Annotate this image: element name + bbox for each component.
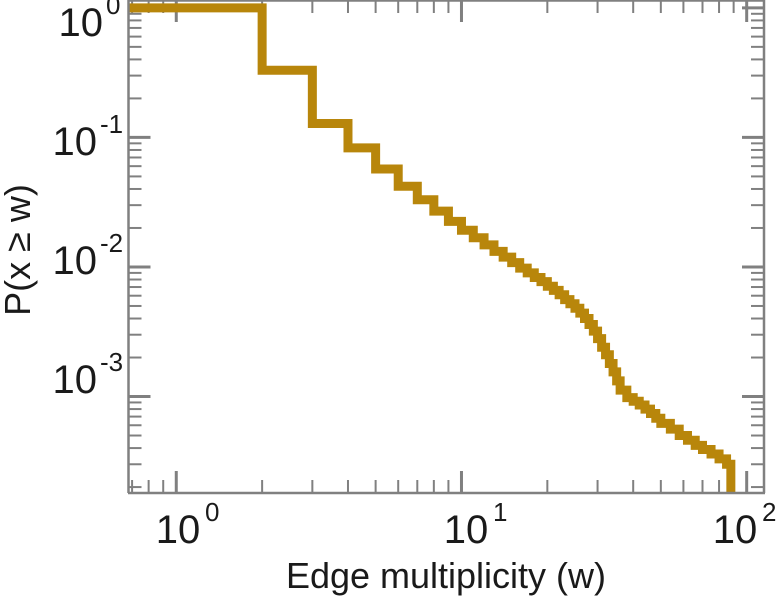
y-tick-mantissa-2: 10 bbox=[53, 239, 98, 283]
y-tick-exponent-0: 0 bbox=[106, 0, 120, 20]
x-tick-mantissa-2: 10 bbox=[713, 508, 758, 552]
y-axis-ticks bbox=[128, 6, 764, 489]
y-tick-label-0: 10 0 bbox=[59, 0, 121, 45]
y-tick-mantissa-3: 10 bbox=[53, 358, 98, 402]
y-axis-label: P(x ≥ w) bbox=[0, 184, 38, 316]
x-axis-label: Edge multiplicity (w) bbox=[286, 555, 606, 596]
y-tick-exponent-1: -1 bbox=[100, 109, 123, 139]
x-tick-exponent-1: 1 bbox=[493, 497, 507, 527]
y-tick-label-3: 10 -3 bbox=[53, 347, 124, 402]
y-tick-label-2: 10 -2 bbox=[53, 228, 124, 283]
y-tick-exponent-3: -3 bbox=[100, 347, 123, 377]
x-axis-tick-labels: 10 0 10 1 10 2 bbox=[156, 497, 777, 552]
y-tick-exponent-2: -2 bbox=[100, 228, 123, 258]
ccdf-step-curve bbox=[128, 3, 736, 493]
x-tick-exponent-0: 0 bbox=[205, 497, 219, 527]
x-tick-exponent-2: 2 bbox=[762, 497, 776, 527]
x-tick-mantissa-1: 10 bbox=[444, 508, 489, 552]
x-tick-mantissa-0: 10 bbox=[156, 508, 201, 552]
y-axis-tick-labels: 10 0 10 -1 10 -2 10 -3 bbox=[53, 0, 124, 402]
y-tick-label-1: 10 -1 bbox=[53, 109, 124, 164]
x-tick-label-2: 10 2 bbox=[713, 497, 777, 552]
y-tick-mantissa-0: 10 bbox=[59, 1, 104, 45]
y-tick-mantissa-1: 10 bbox=[53, 120, 98, 164]
x-tick-label-1: 10 1 bbox=[444, 497, 508, 552]
x-tick-label-0: 10 0 bbox=[156, 497, 220, 552]
axis-spines bbox=[127, 0, 766, 495]
